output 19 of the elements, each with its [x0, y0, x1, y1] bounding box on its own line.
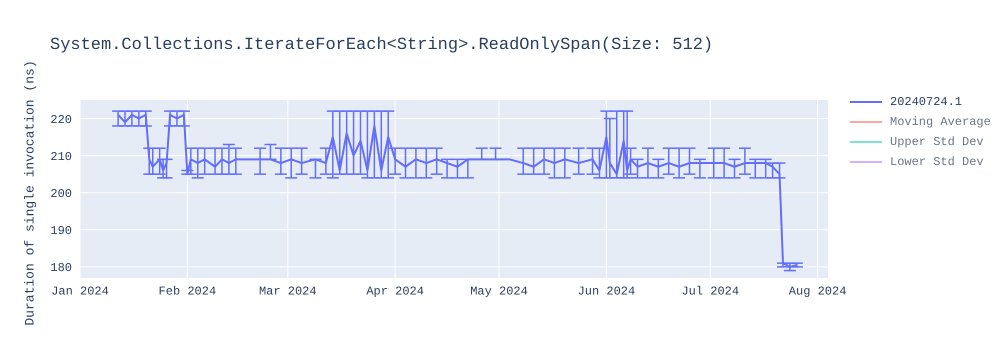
x-tick-label: Feb 2024 [158, 284, 216, 299]
x-tick-label: Apr 2024 [366, 284, 424, 299]
x-tick-label: Mar 2024 [258, 284, 317, 299]
legend-label: 20240724.1 [890, 95, 962, 109]
y-tick-label: 220 [50, 112, 72, 127]
x-tick-label: Jan 2024 [51, 284, 109, 299]
y-tick-label: 180 [50, 261, 72, 276]
y-tick-label: 200 [50, 186, 72, 201]
x-tick-label: Jun 2024 [578, 284, 636, 299]
y-axis-title: Duration of single invocation (ns) [22, 60, 38, 326]
chart-title: System.Collections.IterateForEach<String>.ReadOnlySpan(Size: 512) [50, 36, 714, 55]
legend-label: Moving Average [890, 115, 991, 129]
legend-label: Upper Std Dev [890, 135, 984, 149]
y-tick-label: 210 [50, 150, 72, 164]
x-tick-label: Aug 2024 [788, 284, 846, 299]
legend-label: Lower Std Dev [890, 155, 984, 169]
x-tick-label: Jul 2024 [681, 284, 740, 299]
y-tick-label: 190 [50, 224, 72, 238]
x-tick-label: May 2024 [470, 284, 528, 299]
